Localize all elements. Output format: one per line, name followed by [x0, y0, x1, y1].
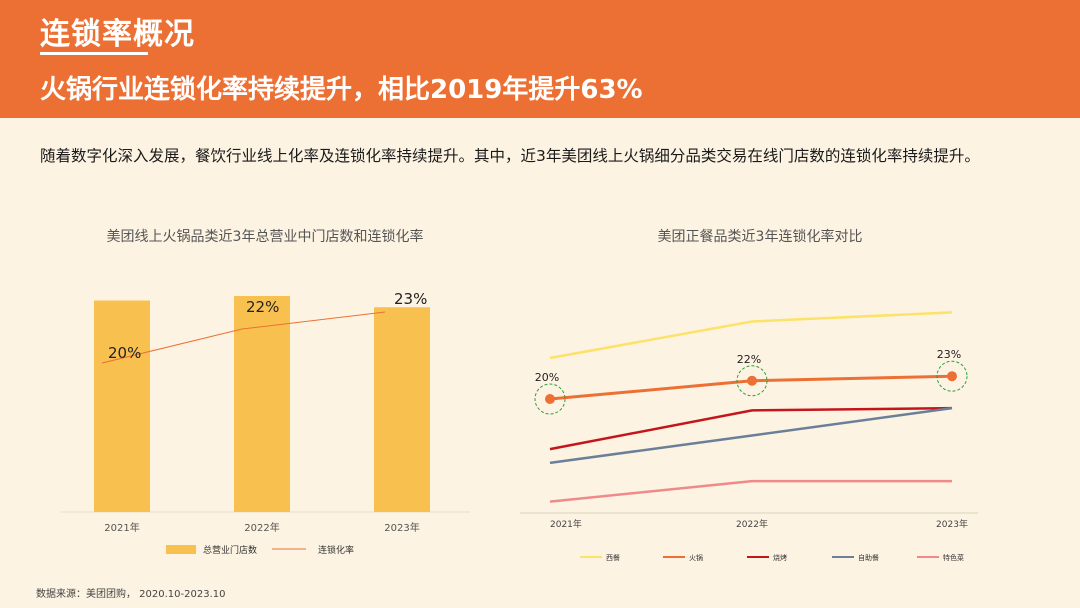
x-tick-label: 2023年 [936, 518, 968, 530]
intro-text: 随着数字化深入发展，餐饮行业线上化率及连锁化率持续提升。其中，近3年美团线上火锅… [40, 147, 980, 165]
headline: 火锅行业连锁化率持续提升，相比2019年提升63% [40, 75, 643, 105]
hotpot-rate-label: 23% [937, 348, 961, 361]
hotpot-rate-label: 20% [535, 371, 559, 384]
chain-rate-line [101, 311, 386, 364]
x-tick-label: 2021年 [104, 521, 139, 534]
hotpot-rate-label: 22% [737, 353, 761, 366]
chain-rate-label: 22% [246, 298, 279, 316]
legend-label: 特色菜 [943, 553, 964, 562]
data-source: 数据来源：美团团购， 2020.10-2023.10 [36, 589, 226, 600]
legend-label: 自助餐 [858, 553, 879, 562]
store-count-bar [94, 300, 150, 512]
hotpot-point [947, 371, 957, 382]
legend-label: 火锅 [689, 553, 703, 562]
series-line-特色菜 [549, 479, 952, 503]
series-line-自助餐 [549, 406, 953, 465]
x-tick-label: 2022年 [244, 521, 279, 534]
highlight-circle [736, 365, 768, 397]
legend-label: 烧烤 [773, 553, 787, 562]
hotpot-point [545, 394, 555, 404]
x-tick-label: 2023年 [384, 521, 419, 534]
header-banner: 连锁率概况 火锅行业连锁化率持续提升，相比2019年提升63% [0, 0, 1080, 118]
highlight-circle [534, 383, 566, 415]
series-line-西餐 [549, 311, 953, 360]
legend-swatch-store-count [166, 545, 196, 554]
store-count-bar [374, 307, 430, 512]
highlight-circle [936, 360, 968, 392]
hotpot-point [747, 375, 757, 386]
left-chart-title: 美团线上火锅品类近3年总营业中门店数和连锁化率 [106, 229, 424, 245]
section-title: 连锁率概况 [40, 17, 195, 52]
legend-label: 西餐 [606, 553, 620, 562]
title-underline [40, 52, 148, 55]
chain-rate-label: 20% [108, 344, 141, 362]
right-chart-title: 美团正餐品类近3年连锁化率对比 [657, 229, 863, 245]
chain-rate-label: 23% [394, 290, 427, 308]
x-tick-label: 2022年 [736, 518, 768, 530]
x-tick-label: 2021年 [550, 518, 582, 530]
legend-label-chain-rate: 连锁化率 [318, 544, 354, 556]
store-count-bar [234, 296, 290, 512]
legend-label-store-count: 总营业门店数 [203, 544, 257, 556]
series-line-烧烤 [549, 406, 953, 451]
